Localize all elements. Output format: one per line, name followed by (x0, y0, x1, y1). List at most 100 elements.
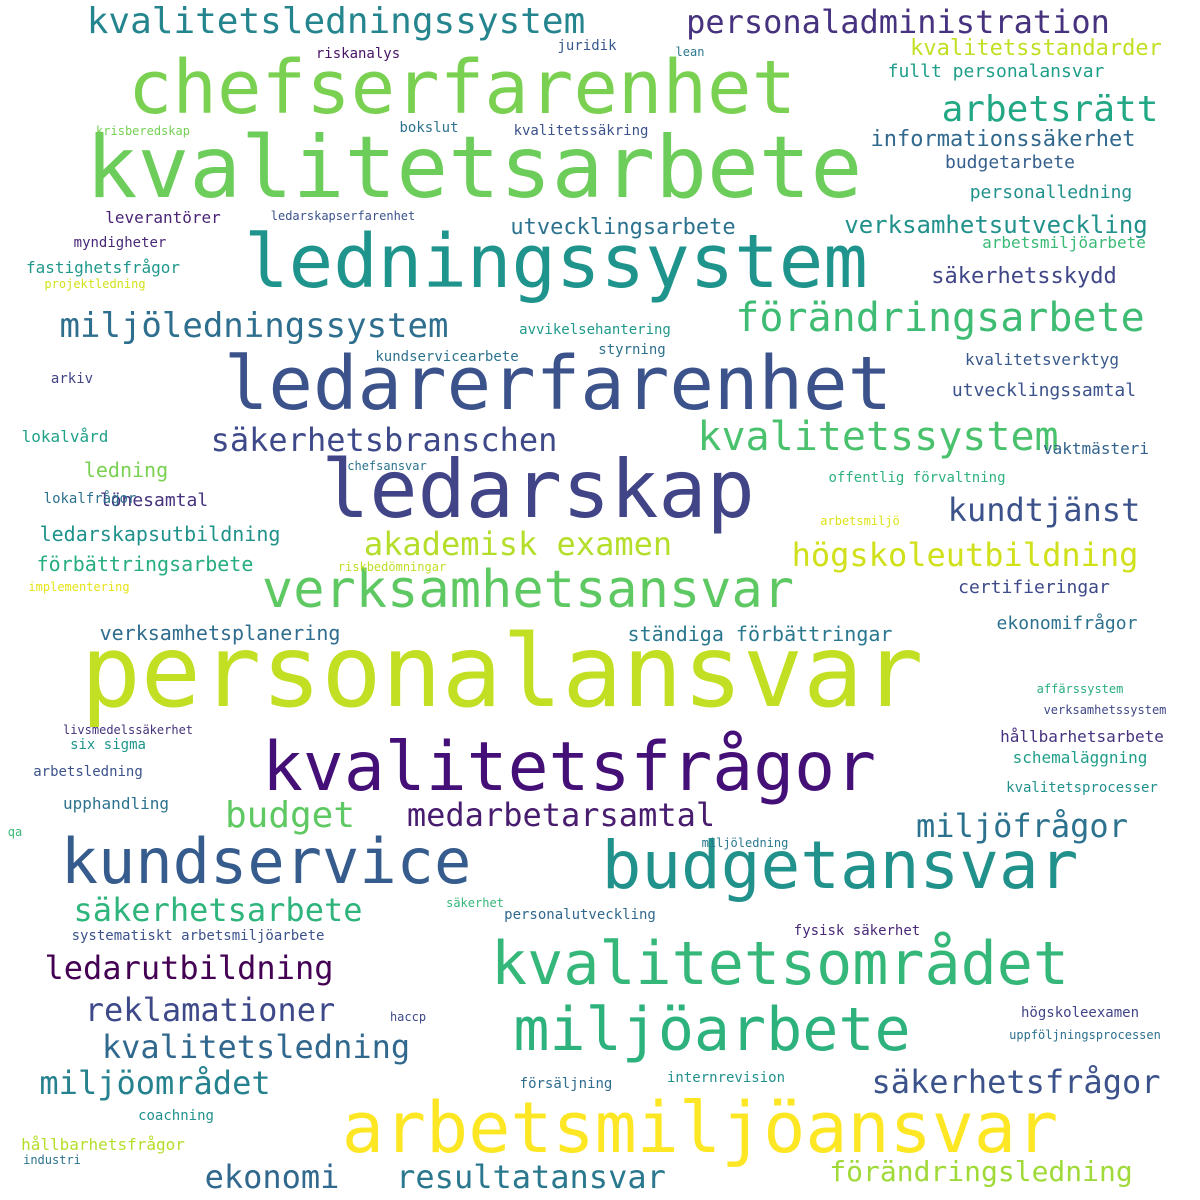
word-92: haccp (389, 1010, 427, 1024)
word-79: livsmedelssäkerhet (62, 723, 194, 737)
word-43: säkerhetsskydd (931, 264, 1117, 289)
word-89: personalutveckling (504, 907, 656, 923)
word-85: upphandling (63, 794, 169, 813)
word-61: implementering (28, 580, 130, 594)
word-30: miljöområdet (39, 1064, 271, 1102)
word-60: riskbedömningar (337, 560, 447, 574)
word-16: förändringsarbete (735, 295, 1145, 341)
word-77: affärssystem (1036, 682, 1124, 696)
word-2: chefserfarenhet (127, 45, 797, 131)
word-59: arbetsmiljö (820, 514, 900, 528)
word-71: krisberedskap (96, 124, 190, 138)
word-34: förändringsledning (829, 1155, 1133, 1188)
word-90: fysisk säkerhet (793, 923, 921, 939)
word-44: kvalitetsverktyg (964, 350, 1120, 369)
word-38: kvalitetsstandarder (910, 36, 1162, 61)
word-17: miljöledningssystem (59, 306, 449, 346)
word-69: leverantörer (105, 208, 221, 227)
word-41: personalledning (969, 182, 1133, 203)
word-86: qa (7, 825, 23, 839)
word-97: coachning (138, 1108, 214, 1124)
word-65: avvikelsehantering (519, 322, 671, 338)
word-81: arbetsledning (33, 764, 143, 780)
word-3: ledningssystem (244, 219, 868, 305)
word-80: six sigma (70, 737, 146, 753)
word-14: kvalitetsledningssystem (86, 1, 586, 42)
word-50: ständiga förbättringar (627, 622, 893, 646)
word-40: budgetarbete (944, 152, 1076, 173)
word-46: vaktmästeri (1043, 439, 1149, 458)
word-18: arbetsrätt (941, 89, 1159, 130)
word-94: uppföljningsprocessen (1009, 1028, 1161, 1042)
word-66: projektledning (44, 277, 146, 291)
word-70: ledarskapserfarenhet (270, 209, 416, 223)
word-11: miljöarbete (513, 995, 911, 1065)
word-96: försäljning (519, 1076, 613, 1092)
word-83: schemaläggning (1012, 748, 1148, 767)
word-37: informationssäkerhet (870, 127, 1136, 152)
word-28: reklamationer (84, 991, 336, 1029)
word-78: verksamhetssystem (1043, 703, 1167, 717)
word-55: ledning (83, 458, 169, 482)
word-24: medarbetarsamtal (406, 796, 716, 834)
word-31: säkerhetsfrågor (871, 1063, 1161, 1101)
word-23: budget (224, 795, 356, 836)
word-82: hållbarhetsarbete (1000, 727, 1164, 746)
word-21: högskoleutbildning (791, 536, 1139, 574)
word-95: internrevision (666, 1070, 786, 1086)
word-32: ekonomi (204, 1158, 340, 1196)
word-91: systematiskt arbetsmiljöarbete (71, 928, 325, 944)
word-42: arbetsmiljöarbete (982, 233, 1146, 252)
word-48: certifieringar (958, 577, 1110, 598)
word-99: industri (23, 1153, 81, 1167)
word-0: personalansvar (80, 613, 924, 730)
word-63: kundservicearbete (375, 349, 519, 365)
word-12: verksamhetsansvar (261, 560, 795, 620)
word-67: fastighetsfrågor (25, 258, 181, 277)
word-58: chefsansvar (347, 459, 427, 473)
word-6: kvalitetsfrågor (261, 728, 877, 807)
word-87: miljöledning (701, 836, 789, 850)
word-51: verksamhetsplanering (99, 621, 341, 645)
word-26: säkerhetsarbete (73, 891, 363, 929)
word-73: kvalitetssäkring (513, 123, 649, 139)
word-36: utvecklingsarbete (510, 215, 736, 240)
word-47: offentlig förvaltning (828, 470, 1006, 486)
word-20: akademisk examen (363, 525, 673, 563)
word-54: lönesamtal (99, 490, 209, 511)
word-93: högskoleexamen (1020, 1005, 1140, 1021)
word-8: kundservice (60, 825, 472, 898)
word-68: myndigheter (73, 235, 167, 251)
word-52: ledarskapsutbildning (39, 522, 281, 546)
word-74: riskanalys (315, 46, 401, 62)
word-19: säkerhetsbranschen (210, 421, 558, 459)
word-98: hållbarhetsfrågor (21, 1135, 185, 1154)
word-10: kvalitetsområdet (491, 929, 1069, 999)
word-33: resultatansvar (396, 1158, 666, 1196)
word-25: miljöfrågor (916, 807, 1128, 845)
word-4: ledarerfarenhet (223, 341, 893, 427)
word-84: kvalitetsprocesser (1006, 780, 1158, 796)
word-7: budgetansvar (601, 827, 1079, 904)
word-72: bokslut (399, 120, 459, 136)
word-15: personaladministration (686, 3, 1110, 41)
word-27: ledarutbildning (44, 949, 334, 987)
word-5: ledarskap (321, 443, 755, 536)
word-13: kvalitetssystem (697, 414, 1059, 460)
word-75: juridik (557, 38, 617, 54)
word-49: ekonomifrågor (996, 613, 1138, 634)
word-88: säkerhet (446, 896, 504, 910)
word-29: kvalitetsledning (101, 1028, 411, 1066)
word-57: lokalfrågor (43, 491, 137, 507)
word-76: lean (675, 45, 705, 59)
word-9: arbetsmiljöansvar (341, 1087, 1059, 1169)
word-64: styrning (598, 342, 666, 358)
word-53: förbättringsarbete (36, 552, 254, 576)
word-35: verksamhetsutveckling (844, 211, 1148, 239)
word-56: lokalvård (21, 427, 109, 446)
word-22: kundtjänst (947, 491, 1141, 529)
word-62: arkiv (50, 371, 94, 387)
word-1: kvalitetsarbete (85, 118, 863, 218)
word-45: utvecklingssamtal (951, 380, 1137, 401)
